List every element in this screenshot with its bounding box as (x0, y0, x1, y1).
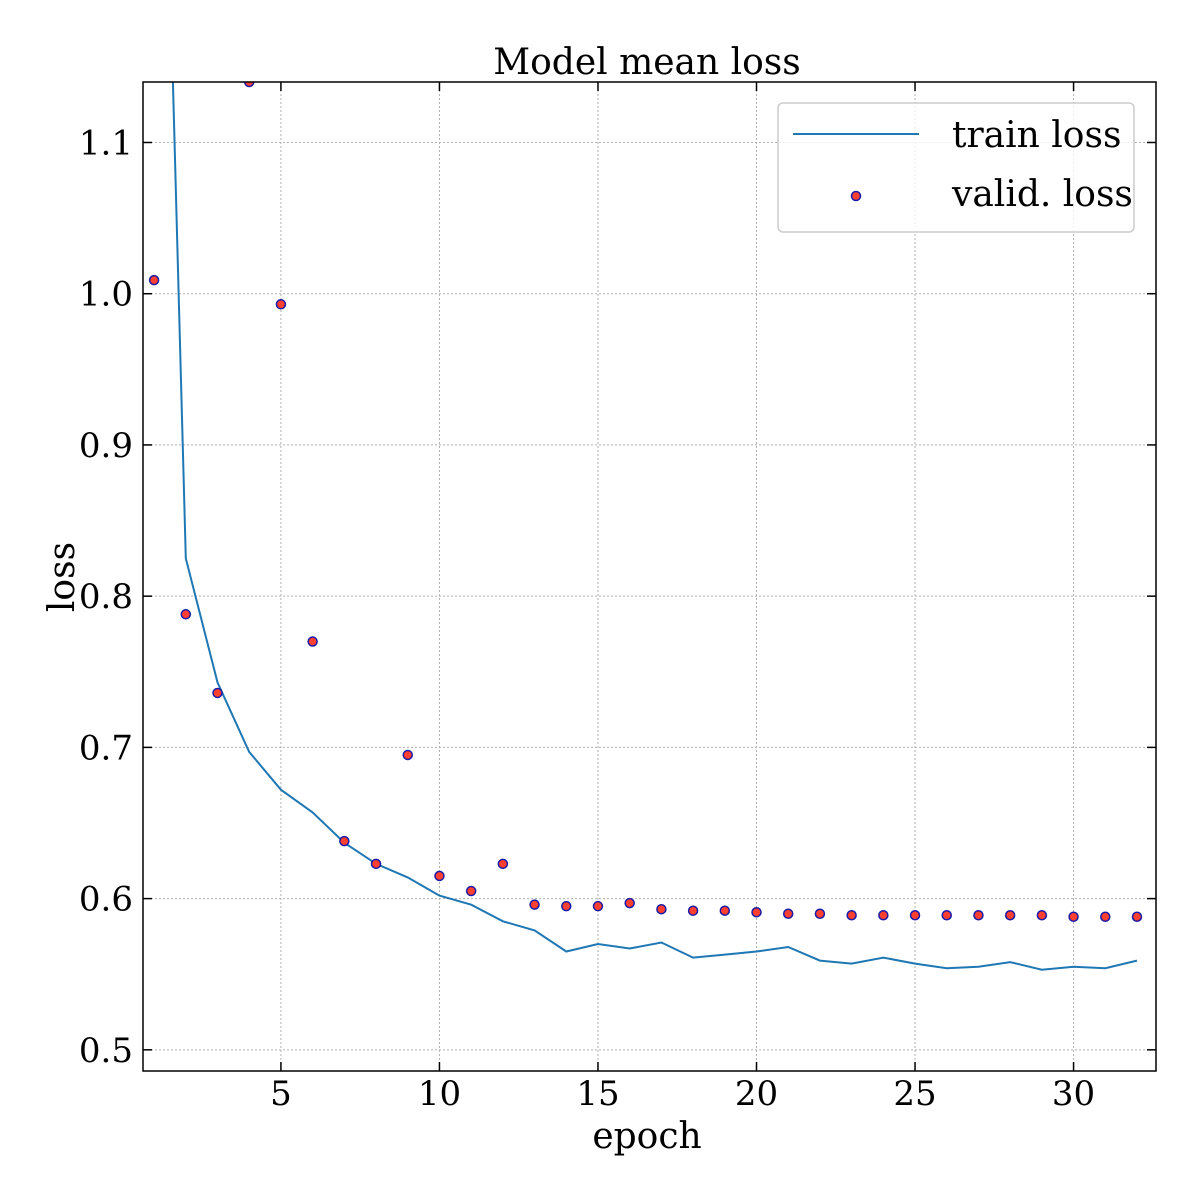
valid-loss-point (307, 636, 318, 647)
valid-loss-point (434, 870, 445, 882)
data-layer (148, 82, 1143, 971)
y-tick-label: 0.8 (79, 577, 133, 617)
valid-loss-point (402, 749, 413, 761)
valid-loss-point (275, 299, 287, 310)
valid-loss-point (339, 835, 350, 847)
valid-loss-point (497, 858, 509, 870)
plot-frame (142, 81, 1157, 1072)
y-tick-label: 0.9 (79, 426, 133, 466)
valid-loss-point (148, 274, 160, 286)
x-tick-label: 15 (576, 1074, 619, 1114)
x-tick-label: 20 (735, 1074, 778, 1114)
valid-loss-point (370, 858, 382, 870)
ticks: 5 10 15 20 25 30 0.5 0.6 0.7 0.8 0.9 1.0 1.1 (79, 82, 1156, 1114)
valid-loss-point (687, 905, 699, 916)
y-tick-label: 1.0 (79, 275, 133, 315)
valid-loss-point (909, 909, 921, 921)
legend-valid-loss-label: valid. loss (951, 174, 1133, 215)
y-tick-label: 0.7 (79, 728, 133, 768)
valid-loss-point (782, 908, 794, 919)
valid-loss-point (846, 909, 857, 921)
valid-loss-point (529, 899, 540, 910)
x-tick-label: 5 (270, 1074, 292, 1114)
legend: train loss valid. loss (777, 102, 1135, 233)
train-loss-line (171, 82, 1138, 971)
valid-loss-point (1004, 909, 1016, 921)
y-tick-label: 0.5 (79, 1031, 133, 1071)
legend-box (777, 102, 1135, 233)
valid-loss-point (656, 903, 667, 915)
valid-loss-point (973, 909, 984, 921)
legend-train-loss-label: train loss (952, 115, 1121, 156)
valid-loss-point (212, 687, 223, 699)
valid-loss-point (1036, 909, 1048, 921)
chart-title: Model mean loss (493, 42, 801, 83)
valid-loss-point (941, 909, 952, 921)
valid-loss-point (814, 908, 826, 919)
valid-loss-point (751, 906, 762, 918)
valid-loss-point (592, 900, 604, 912)
valid-loss-point (624, 897, 635, 909)
x-tick-label: 10 (418, 1074, 461, 1114)
y-tick-label: 1.1 (79, 123, 133, 163)
valid-loss-point (561, 900, 572, 912)
x-tick-label: 30 (1052, 1074, 1095, 1114)
valid-loss-point (719, 905, 731, 916)
valid-loss-point (465, 885, 477, 897)
valid-loss-point (1100, 911, 1111, 923)
valid-loss-point (878, 909, 889, 921)
valid-loss-point (1131, 911, 1143, 923)
x-axis-label: epoch (592, 1116, 701, 1157)
valid-loss-point (1068, 911, 1079, 923)
y-tick-label: 0.6 (79, 880, 133, 920)
y-axis-label: loss (42, 542, 83, 612)
valid-loss-point (180, 609, 192, 620)
x-tick-label: 25 (893, 1074, 936, 1114)
valid-loss-point (243, 82, 255, 88)
legend-valid-loss-swatch (850, 190, 862, 202)
